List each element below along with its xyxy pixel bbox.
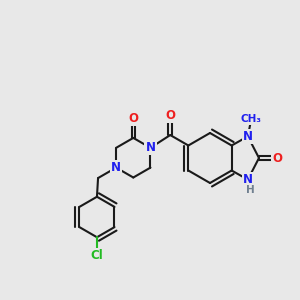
Text: Cl: Cl (91, 249, 103, 262)
Text: O: O (128, 112, 138, 125)
Text: N: N (146, 141, 155, 154)
Text: CH₃: CH₃ (241, 114, 262, 124)
Text: N: N (111, 161, 121, 174)
Text: N: N (243, 130, 253, 143)
Text: H: H (247, 184, 255, 195)
Text: N: N (243, 173, 253, 186)
Text: O: O (272, 152, 282, 164)
Text: O: O (165, 109, 175, 122)
